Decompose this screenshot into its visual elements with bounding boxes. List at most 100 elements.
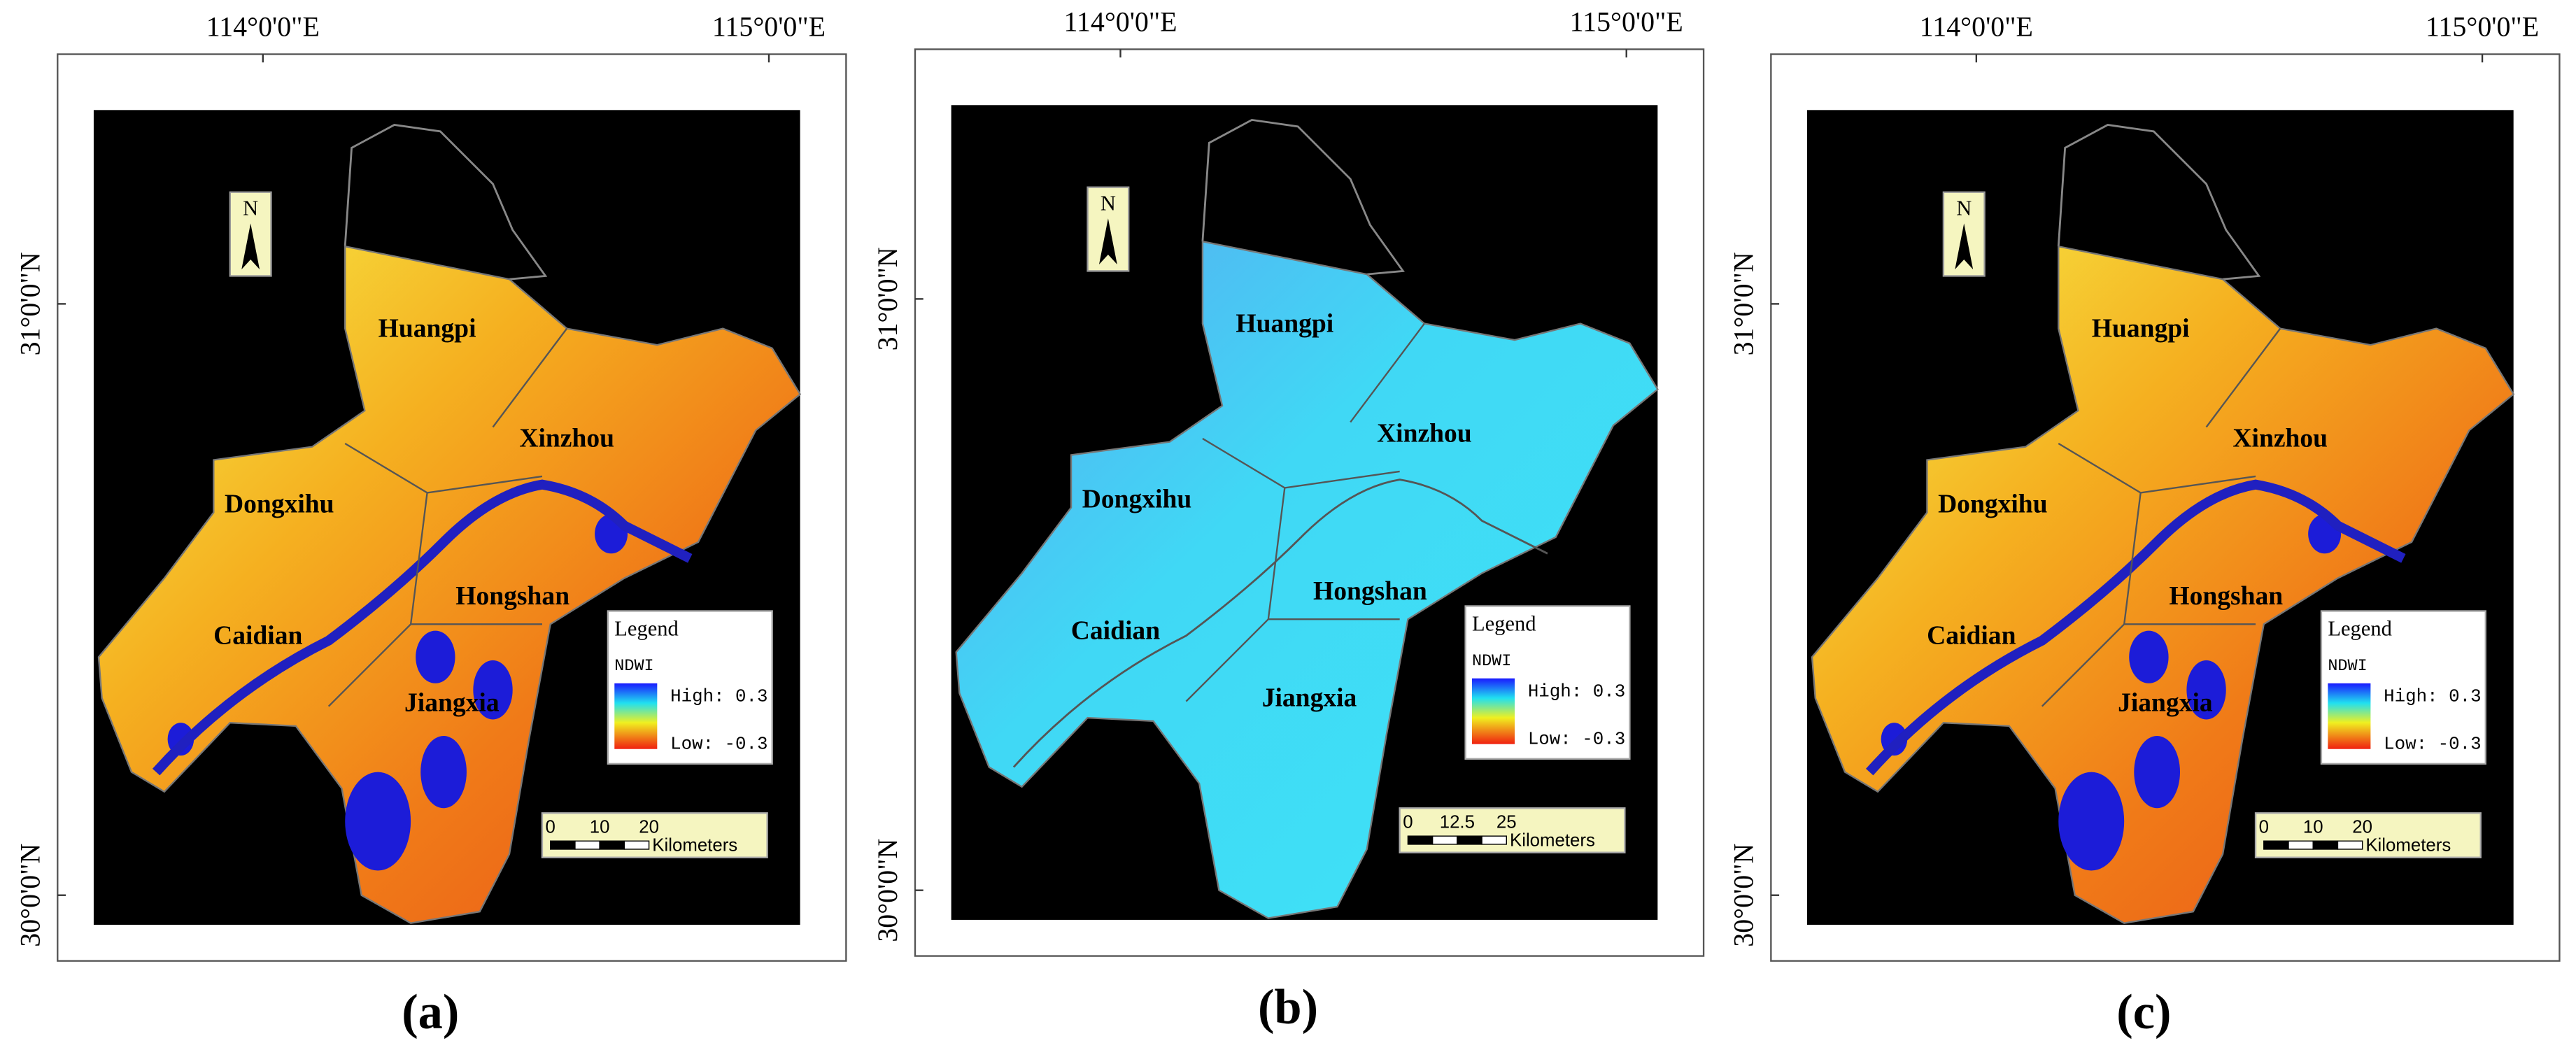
north-arrow — [241, 223, 260, 270]
scale-tick-label: 0 — [546, 817, 555, 837]
study-area — [97, 245, 802, 924]
scale-segment — [574, 840, 600, 850]
panel-caption: (b) — [1258, 980, 1318, 1035]
district-outline — [2057, 123, 2261, 281]
scale-unit: Kilometers — [2365, 835, 2451, 855]
legend-title: Legend — [2328, 617, 2392, 641]
legend-variable: NDWI — [2328, 657, 2367, 676]
scale-box — [541, 812, 768, 858]
scale-tick-label: 10 — [590, 817, 610, 837]
legend-high: High: 0.3 — [1528, 682, 1625, 702]
region-label: Hongshan — [455, 582, 569, 611]
region-label: Dongxihu — [1938, 490, 2048, 519]
region-label: Jiangxia — [2118, 689, 2213, 718]
map-panel: 114°0'0"E 115°0'0"E 31°0'0"N 30°0'0"N Huangp… — [1728, 11, 2561, 1040]
scale-segment — [623, 840, 650, 850]
region-label: Xinzhou — [1377, 420, 1472, 448]
region-label: Dongxihu — [1082, 485, 1192, 514]
scale-unit: Kilometers — [652, 835, 737, 855]
map-panel: 114°0'0"E 115°0'0"E 31°0'0"N 30°0'0"N Huangp… — [872, 6, 1705, 1035]
water-body — [2129, 630, 2169, 683]
longitude-label: 115°0'0"E — [1570, 6, 1683, 38]
scale-tick-label: 20 — [639, 817, 659, 837]
region-label: Xinzhou — [519, 425, 614, 453]
scale-segment — [2263, 840, 2289, 850]
region-label: Caidian — [213, 621, 302, 650]
legend-variable: NDWI — [1472, 652, 1511, 671]
legend-title: Legend — [1472, 612, 1536, 636]
region-label: Huangpi — [1236, 309, 1333, 338]
panel-caption: (c) — [2116, 985, 2171, 1040]
water-body — [416, 630, 455, 683]
latitude-label: 31°0'0"N — [1728, 252, 1760, 355]
scale-segment — [2312, 840, 2339, 850]
region-label: Jiangxia — [1262, 684, 1357, 713]
study-area — [955, 240, 1659, 919]
legend-colorbar — [2328, 683, 2371, 749]
scale-tick-label: 20 — [2352, 817, 2372, 837]
latitude-label: 31°0'0"N — [14, 252, 45, 355]
longitude-label: 115°0'0"E — [712, 11, 826, 43]
water-body — [345, 772, 411, 871]
region-label: Jiangxia — [404, 689, 500, 718]
scale-segment — [2288, 840, 2314, 850]
scale-segment — [2337, 840, 2363, 850]
legend-high: High: 0.3 — [670, 687, 767, 707]
legend-colorbar — [614, 683, 658, 749]
region-label: Hongshan — [1313, 577, 1427, 606]
longitude-label: 115°0'0"E — [2426, 11, 2539, 43]
north-label: N — [1956, 197, 1972, 220]
longitude-label: 114°0'0"E — [1920, 11, 2033, 43]
district-outline — [344, 123, 548, 281]
longitude-label: 114°0'0"E — [1063, 6, 1177, 38]
region-label: Caidian — [1071, 616, 1160, 645]
scale-segment — [1431, 835, 1458, 845]
water-body — [2186, 660, 2226, 720]
panel-caption: (a) — [402, 985, 459, 1040]
region-label: Hongshan — [2169, 582, 2283, 611]
river — [1012, 478, 1548, 768]
legend-high: High: 0.3 — [2384, 687, 2481, 707]
scale-segment — [1407, 835, 1434, 845]
north-label: N — [243, 197, 258, 220]
latitude-label: 31°0'0"N — [872, 247, 903, 350]
legend-low: Low: -0.3 — [670, 735, 767, 755]
longitude-label: 114°0'0"E — [206, 11, 320, 43]
map-panel: 114°0'0"E 115°0'0"E 31°0'0"N 30°0'0"N Huangp… — [14, 11, 847, 1040]
region-label: Huangpi — [378, 314, 476, 343]
scale-segment — [1481, 835, 1508, 845]
legend-low: Low: -0.3 — [2384, 735, 2481, 755]
scale-segment — [550, 840, 576, 850]
scale-unit: Kilometers — [1510, 830, 1595, 850]
scale-segment — [1457, 835, 1482, 845]
water-body — [2058, 772, 2125, 871]
region-label: Caidian — [1927, 621, 2016, 650]
scale-tick-label: 12.5 — [1440, 812, 1475, 832]
water-body — [2134, 735, 2181, 809]
legend-colorbar — [1471, 678, 1515, 744]
north-arrow-box — [1942, 191, 1986, 277]
scale-box — [1399, 807, 1626, 853]
district-borders — [2041, 327, 2281, 707]
region-label: Dongxihu — [225, 490, 334, 519]
latitude-label: 30°0'0"N — [1728, 844, 1760, 947]
latitude-label: 30°0'0"N — [14, 844, 45, 947]
latitude-label: 30°0'0"N — [872, 839, 903, 942]
scale-segment — [599, 840, 625, 850]
region-label: Xinzhou — [2232, 425, 2328, 453]
legend-title: Legend — [614, 617, 679, 641]
district-outline — [1201, 118, 1405, 276]
district-borders — [1185, 322, 1425, 702]
north-label: N — [1101, 192, 1116, 215]
study-area — [1811, 245, 2515, 924]
scale-tick-label: 25 — [1496, 812, 1517, 832]
water-body — [420, 735, 467, 809]
water-body — [473, 660, 513, 720]
district-borders — [327, 327, 568, 707]
scale-tick-label: 0 — [2259, 817, 2269, 837]
scale-tick-label: 0 — [1403, 812, 1413, 832]
river — [1865, 479, 2406, 776]
scale-tick-label: 10 — [2303, 817, 2323, 837]
